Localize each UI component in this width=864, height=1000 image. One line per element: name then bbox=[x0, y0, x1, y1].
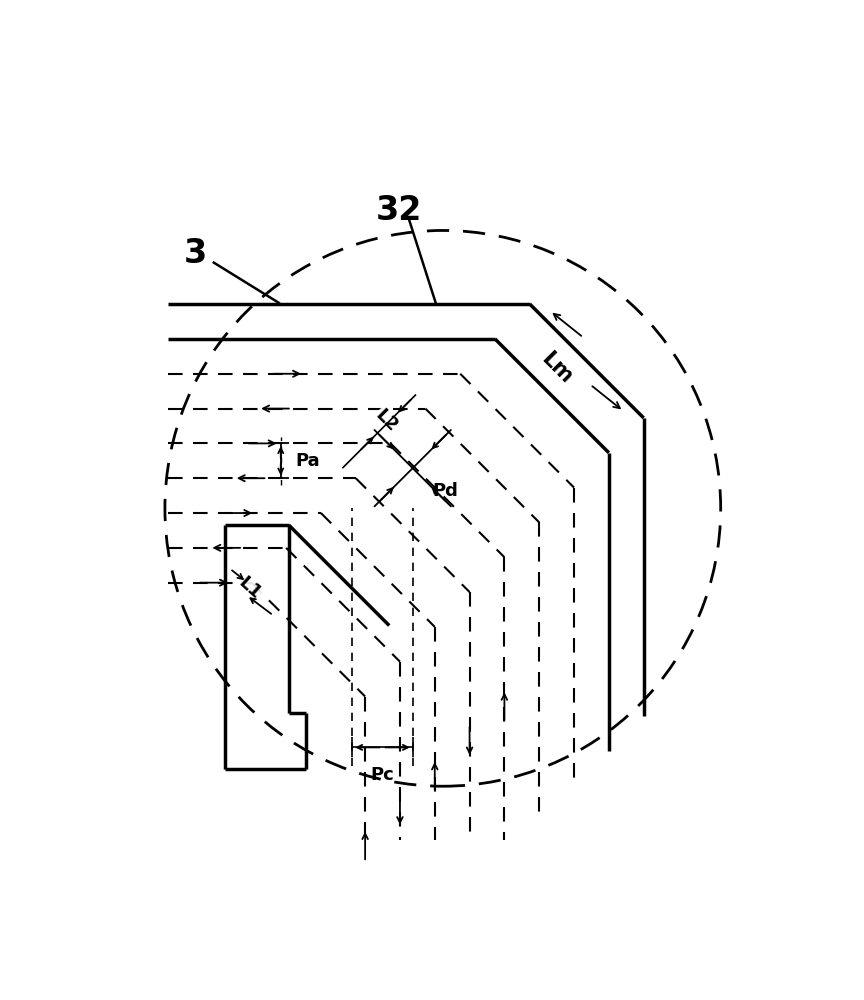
Text: L1: L1 bbox=[235, 574, 265, 603]
Text: Pa: Pa bbox=[295, 452, 321, 470]
Text: L2: L2 bbox=[371, 406, 401, 436]
Text: Pd: Pd bbox=[433, 482, 459, 500]
Text: 32: 32 bbox=[376, 194, 422, 227]
Text: Pc: Pc bbox=[371, 766, 394, 784]
Text: 3: 3 bbox=[183, 237, 206, 270]
Text: Lm: Lm bbox=[537, 348, 576, 387]
